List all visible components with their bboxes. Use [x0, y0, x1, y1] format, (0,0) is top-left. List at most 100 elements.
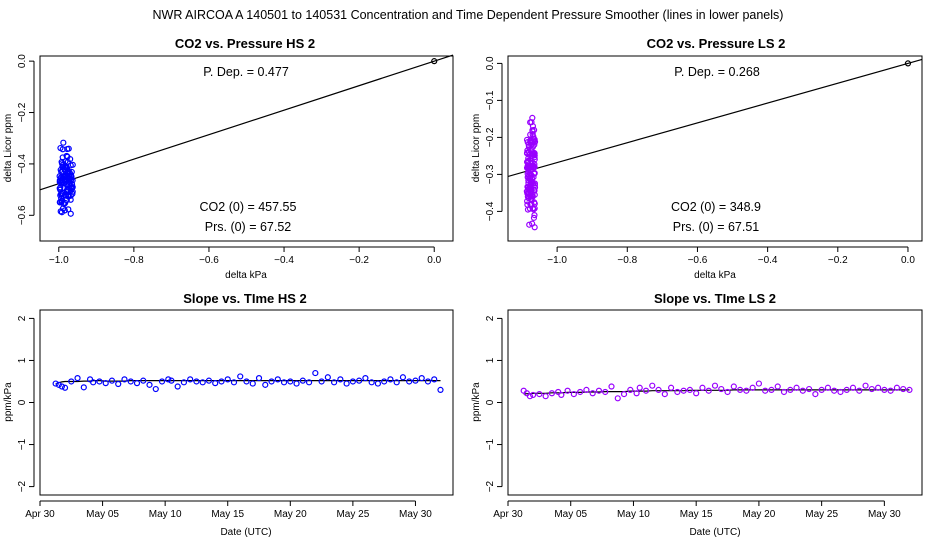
data-points [520, 380, 913, 402]
y-tick-label: −1 [17, 438, 28, 450]
data-point [526, 221, 533, 228]
co2-zero-annotation: CO2 (0) = 457.55 [200, 200, 297, 214]
data-point [874, 384, 882, 391]
data-point [736, 386, 744, 393]
data-point [387, 376, 394, 383]
data-point [174, 383, 181, 390]
data-point [523, 136, 531, 143]
data-point [108, 377, 116, 384]
data-point [529, 123, 537, 130]
panel-co2-vs-pressure-ls: CO2 vs. Pressure LS 2 −1.0 −0.8 −0.6 −0.4 −0… [471, 36, 923, 281]
data-point [749, 384, 756, 391]
data-point [531, 152, 538, 159]
data-point [528, 187, 535, 194]
x-tick-label: −0.2 [349, 255, 369, 266]
data-point [349, 378, 356, 385]
data-point [268, 378, 275, 385]
panel-slope-vs-time-ls: Slope vs. TIme LS 2 Apr 30 May 05 May 10 Ma… [471, 291, 923, 538]
panel-co2-vs-pressure-hs: CO2 vs. Pressure HS 2 −1.0 −0.8 −0.6 −0.4 −0… [3, 36, 454, 281]
x-tick-label: May 05 [554, 509, 587, 520]
data-point [583, 386, 590, 393]
x-tick-label: −0.4 [274, 255, 294, 266]
data-point [602, 388, 609, 396]
y-tick-label: 0.0 [485, 56, 496, 70]
data-point [68, 181, 76, 188]
reference-point [904, 60, 912, 67]
data-point [212, 380, 219, 387]
x-tick-label: 0.0 [427, 255, 441, 266]
data-point [374, 380, 382, 387]
data-point [52, 380, 59, 387]
x-axis-label: Date (UTC) [689, 527, 740, 538]
x-tick-label: May 10 [617, 509, 650, 520]
prs-zero-annotation: Prs. (0) = 67.52 [205, 220, 292, 234]
data-point [862, 382, 869, 389]
x-tick-label: May 20 [743, 509, 776, 520]
data-point [529, 175, 536, 182]
data-point [418, 375, 425, 382]
data-point [633, 390, 640, 397]
data-point [614, 395, 621, 402]
x-axis: −1.0 −0.8 −0.6 −0.4 −0.2 0.0 [547, 246, 915, 266]
data-point [412, 377, 419, 384]
data-point [61, 207, 68, 214]
data-point [318, 378, 325, 385]
data-point [711, 382, 719, 389]
data-point [399, 374, 407, 381]
data-point [59, 168, 66, 175]
data-point [524, 201, 531, 208]
data-point [849, 384, 857, 391]
y-tick-label: −0.6 [17, 205, 28, 225]
data-point [274, 376, 281, 383]
data-point [60, 139, 67, 146]
data-point [68, 378, 75, 385]
data-point [906, 386, 913, 393]
x-tick-label: May 05 [86, 509, 119, 520]
data-point [262, 381, 269, 388]
y-tick-label: 1 [485, 357, 496, 363]
data-point [570, 390, 577, 398]
data-point [65, 206, 72, 213]
data-point [57, 208, 64, 215]
data-point [705, 387, 712, 394]
y-tick-label: −0.2 [17, 102, 28, 122]
x-tick-label: Apr 30 [493, 509, 523, 520]
data-point [531, 205, 538, 212]
data-point [674, 388, 681, 396]
data-point [595, 387, 603, 394]
data-point [528, 166, 535, 173]
data-point [158, 378, 166, 385]
x-tick-label: May 20 [274, 509, 307, 520]
data-point [542, 393, 549, 400]
x-tick-label: 0.0 [901, 255, 915, 266]
data-point [799, 387, 806, 394]
p-dep-annotation: P. Dep. = 0.268 [674, 65, 760, 79]
data-point [64, 186, 72, 193]
data-point [805, 385, 813, 393]
data-point [837, 388, 844, 396]
data-point [768, 386, 775, 393]
data-point [58, 158, 65, 166]
x-axis-label: delta kPa [225, 270, 267, 281]
data-point [780, 388, 788, 396]
data-point [787, 386, 794, 393]
data-point [127, 378, 134, 385]
plot-frame [507, 55, 923, 242]
data-point [193, 378, 200, 385]
data-point [61, 384, 69, 391]
data-point [343, 380, 350, 387]
y-tick-label: 0.0 [17, 54, 28, 68]
data-point [57, 144, 64, 152]
data-point [774, 383, 781, 390]
data-point [180, 379, 188, 386]
x-tick-label: Apr 30 [25, 509, 55, 520]
fit-line [39, 54, 454, 191]
x-axis: Apr 30 May 05 May 10 May 15 May 20 May 25 May … [493, 500, 901, 520]
x-tick-label: −0.8 [124, 255, 144, 266]
y-tick-label: 2 [17, 315, 28, 321]
data-point [699, 384, 706, 391]
x-tick-label: May 25 [336, 509, 369, 520]
data-point [140, 377, 147, 384]
y-axis: 2 1 0 −1 −2 [17, 315, 35, 492]
data-point [636, 384, 643, 391]
